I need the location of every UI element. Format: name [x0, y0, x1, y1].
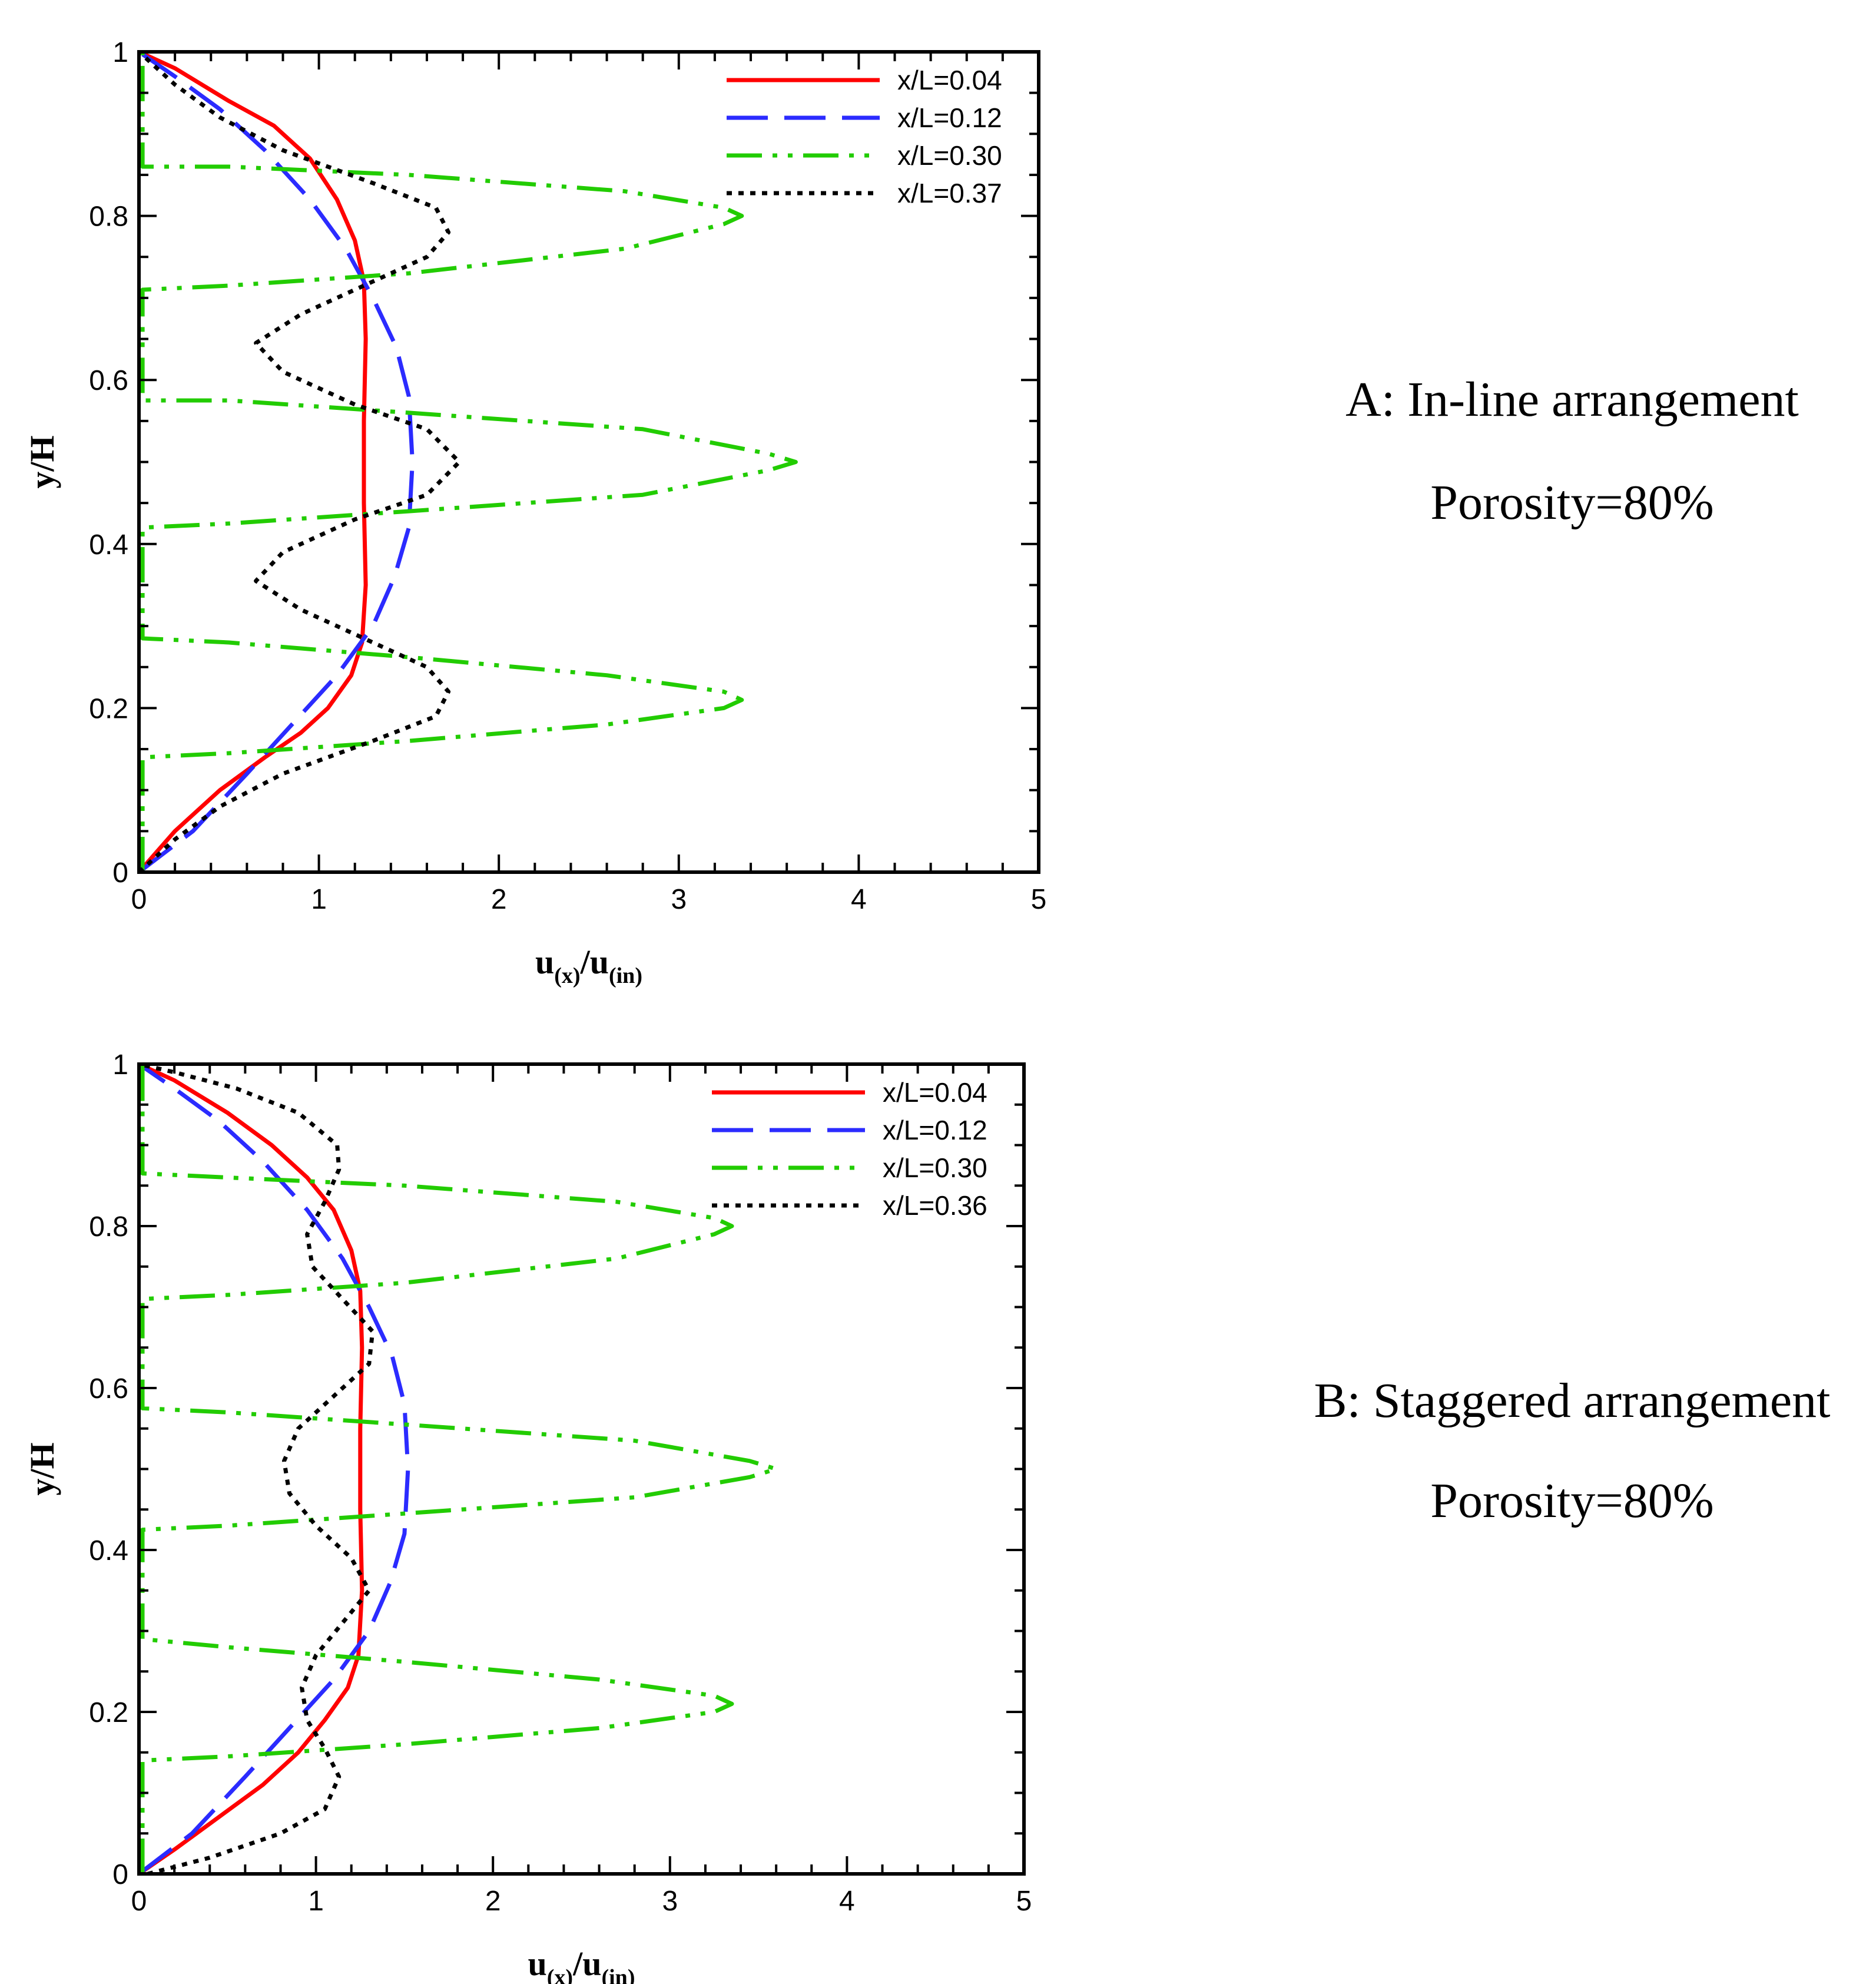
y-tick-label: 0.4 — [89, 1535, 128, 1566]
series-line-2 — [139, 52, 415, 872]
legend-label-4: x/L=0.37 — [897, 178, 1002, 208]
series-line-4 — [139, 1064, 375, 1874]
x-tick-label: 5 — [1031, 884, 1047, 915]
y-tick-label: 0.4 — [89, 529, 128, 561]
y-tick-label: 0.8 — [89, 1211, 128, 1243]
x-tick-label: 0 — [131, 1886, 147, 1917]
y-axis-title: y/H — [23, 1442, 61, 1495]
legend-label-1: x/L=0.04 — [897, 65, 1002, 95]
x-tick-label: 2 — [485, 1886, 501, 1917]
panel-b-porosity: Porosity=80% — [1430, 1473, 1714, 1528]
y-tick-label: 0 — [112, 857, 128, 889]
series-line-3 — [140, 1064, 778, 1874]
x-tick-label: 1 — [311, 884, 327, 915]
chart-panel-b: 0 1 2 3 4 5 0 0.2 0.4 0.6 0.8 1 u(x)/u(in) y/H x/L=0.0… — [23, 1049, 1032, 1984]
y-tick-label: 0.8 — [89, 201, 128, 233]
y-tick-label: 0.2 — [89, 1697, 128, 1728]
panel-a-caption: A: In-line arrangement — [1345, 372, 1799, 427]
y-axis-title: y/H — [23, 435, 61, 488]
y-tick-label: 0 — [112, 1859, 128, 1890]
x-axis-title: u(x)/u(in) — [535, 943, 642, 988]
x-tick-label: 0 — [131, 884, 147, 915]
legend-label-2: x/L=0.12 — [897, 102, 1002, 133]
y-tick-label: 0.6 — [89, 1373, 128, 1405]
y-tick-label: 1 — [112, 1049, 128, 1081]
panel-a-porosity: Porosity=80% — [1430, 475, 1714, 530]
x-tick-label: 4 — [851, 884, 867, 915]
series-line-4 — [139, 52, 462, 872]
legend-label-2: x/L=0.12 — [883, 1115, 987, 1145]
y-tick-label: 1 — [112, 37, 128, 68]
y-tick-label: 0.2 — [89, 693, 128, 724]
chart-panel-a: 0 1 2 3 4 5 0 0.2 0.4 0.6 0.8 1 u(x)/u(in) y/H x/L=0.0… — [23, 37, 1046, 988]
x-tick-label: 2 — [491, 884, 507, 915]
legend-label-3: x/L=0.30 — [897, 140, 1002, 171]
x-tick-label: 3 — [671, 884, 687, 915]
y-tick-label: 0.6 — [89, 365, 128, 396]
x-axis-title: u(x)/u(in) — [528, 1945, 635, 1984]
x-tick-label: 4 — [839, 1886, 855, 1917]
x-tick-label: 5 — [1016, 1886, 1032, 1917]
x-tick-label: 3 — [662, 1886, 678, 1917]
series-line-3 — [140, 52, 798, 872]
legend-label-1: x/L=0.04 — [883, 1077, 987, 1108]
series-line-1 — [139, 1064, 364, 1874]
legend-label-3: x/L=0.30 — [883, 1152, 987, 1183]
series-line-2 — [139, 1064, 410, 1874]
panel-b-caption: B: Staggered arrangement — [1314, 1373, 1831, 1428]
x-tick-label: 1 — [308, 1886, 324, 1917]
series-line-1 — [139, 52, 368, 872]
legend-label-4: x/L=0.36 — [883, 1190, 987, 1221]
